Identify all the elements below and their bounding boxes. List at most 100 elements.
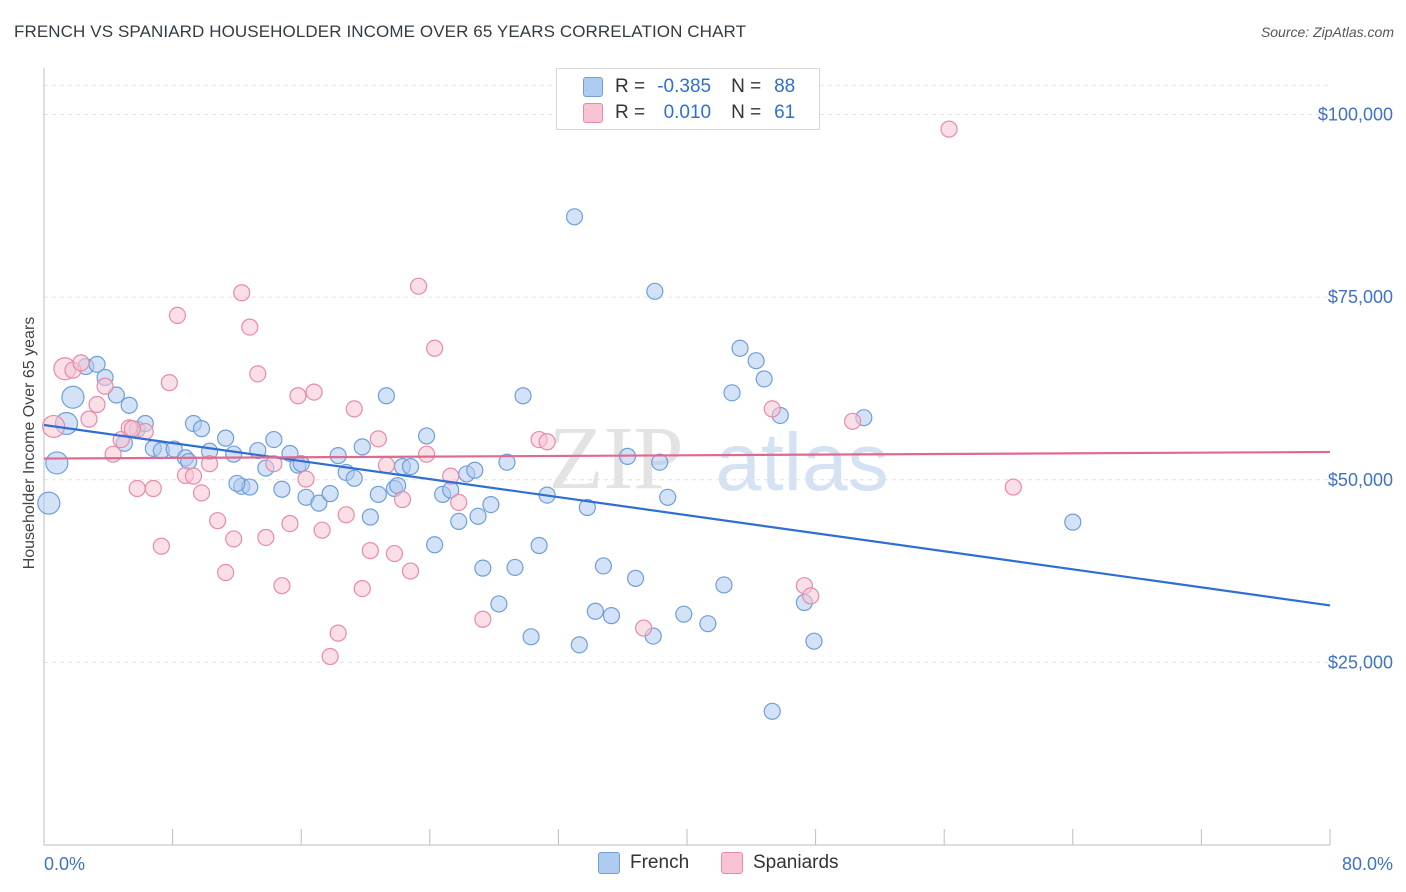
grid-lines [44,84,1330,663]
spaniard-point [123,420,142,438]
spaniard-point [184,467,203,485]
spaniard-point [329,624,347,642]
spaniard-point [273,577,291,595]
french-point [401,458,420,476]
legend-row-french: R = -0.385 N = 88 [583,75,795,99]
stats-legend: R = -0.385 N = 88 R = 0.010 N = 61 [556,68,820,130]
spaniard-point [426,339,444,357]
spaniard-point [940,120,958,138]
french-point [651,453,669,471]
y-tick-label: $25,000 [1328,652,1393,672]
french-point [805,632,823,650]
spaniard-point [385,544,404,563]
french-point [225,445,243,463]
legend-swatch-french [583,77,603,97]
spaniard-point [417,445,436,463]
trend-lines [43,423,1331,607]
spaniard-point [538,433,556,451]
french-point [699,615,717,633]
spaniard-point [257,528,275,547]
french-point [565,208,584,226]
legend-item-french[interactable]: French [598,852,689,874]
spaniard-point [72,354,90,372]
spaniard-point [763,400,781,418]
legend-swatch-spaniards [721,852,743,874]
french-trend-line [43,423,1331,607]
french-point [731,339,749,357]
legend-r-label: R = [615,102,646,123]
french-point [659,488,677,506]
spaniard-point [192,484,211,502]
french-point [482,495,500,514]
french-point [273,480,291,498]
legend-r-value: 0.010 [663,102,712,123]
french-point [426,536,444,554]
spaniard-point [345,400,363,418]
spaniard-point [337,506,355,524]
spaniard-point [144,479,162,498]
french-point [265,430,283,449]
french-point [361,508,379,526]
spaniard-point [802,587,820,605]
x-tick-label: 0.0% [44,854,85,874]
spaniard-point [409,277,428,295]
spaniard-point [843,412,862,430]
french-point [530,536,548,555]
legend-row-spaniards: R = 0.010 N = 61 [583,101,795,125]
legend-n-value: 88 [774,76,796,97]
spaniard-point [128,479,146,498]
french-point [369,485,387,503]
spaniard-point [297,470,315,488]
spaniard-point [289,387,307,405]
tick-labels: $100,000 $75,000 $50,000 $25,000 0.0% 80.0% [44,105,1393,874]
legend-label-spaniards: Spaniards [753,852,839,873]
spaniard-point [634,619,653,637]
french-point [506,558,524,577]
spaniard-point [233,284,251,302]
french-point [120,396,138,414]
spaniard-trend-line [43,450,1331,460]
x-tick-label: 80.0% [1342,854,1393,874]
french-point [329,447,347,465]
legend-item-spaniards[interactable]: Spaniards [721,852,839,874]
spaniard-point [152,537,170,555]
french-point [450,512,468,530]
french-point [466,461,484,479]
spaniard-point [168,306,187,325]
chart-title: FRENCH VS SPANIARD HOUSEHOLDER INCOME OV… [14,22,747,41]
french-point [310,494,328,512]
legend-swatch-spaniards [583,103,603,123]
spaniard-point [401,562,420,580]
spaniard-point [217,563,235,582]
spaniard-point [88,395,106,414]
french-point [498,453,516,471]
french-point [747,352,765,370]
axes [43,68,1331,846]
spaniard-point [104,445,122,463]
french-point [217,429,235,447]
spaniard-point [450,493,468,512]
legend-r-label: R = [615,76,646,97]
y-tick-label: $50,000 [1328,470,1393,490]
spaniard-point [442,467,460,485]
spaniard-point [209,512,227,530]
spaniard-point [313,521,331,539]
spaniard-point [200,455,219,473]
french-point [763,702,781,720]
french-point [522,628,540,646]
french-point [321,485,339,503]
french-point [594,557,613,575]
spaniard-point [353,580,371,598]
french-point [626,569,645,587]
spaniard-point [80,410,98,428]
french-point [514,387,532,405]
spaniard-points [42,120,1022,666]
french-point [1064,513,1082,531]
spaniard-point [225,530,243,548]
y-tick-label: $75,000 [1328,287,1393,307]
watermark-atlas: atlas [715,417,888,508]
french-point [37,491,61,515]
french-point [107,386,125,404]
french-point [570,636,588,654]
